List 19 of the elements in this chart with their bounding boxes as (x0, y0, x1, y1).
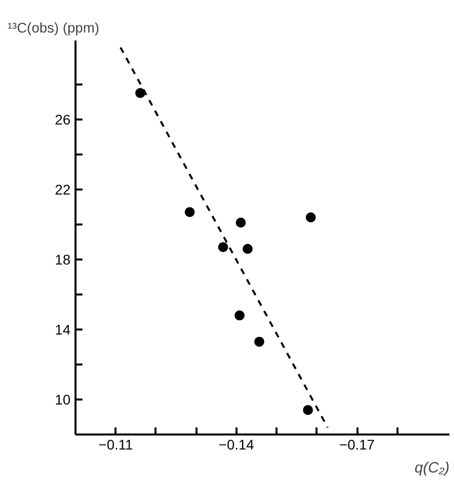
point (234, 310, 245, 320)
x-axis-title: q(C₂) (414, 460, 450, 476)
point (302, 404, 313, 415)
point (135, 88, 146, 98)
x-tick-label: −0.17 (339, 436, 375, 452)
y-tick-label: 10 (54, 391, 71, 408)
y-tick-label: 14 (54, 321, 71, 338)
x-tick-label: −0.14 (218, 436, 254, 452)
point (242, 244, 253, 254)
point (306, 212, 316, 222)
y-tick-label: 26 (54, 111, 71, 128)
x-tick-label: −0.11 (98, 436, 134, 452)
point (218, 242, 228, 252)
point (236, 218, 246, 228)
y-axis-title: ¹³C(obs) (ppm) (8, 20, 100, 36)
point (254, 336, 264, 347)
point (184, 207, 195, 218)
y-tick-label: 22 (54, 181, 71, 198)
y-tick-label: 18 (54, 251, 71, 268)
